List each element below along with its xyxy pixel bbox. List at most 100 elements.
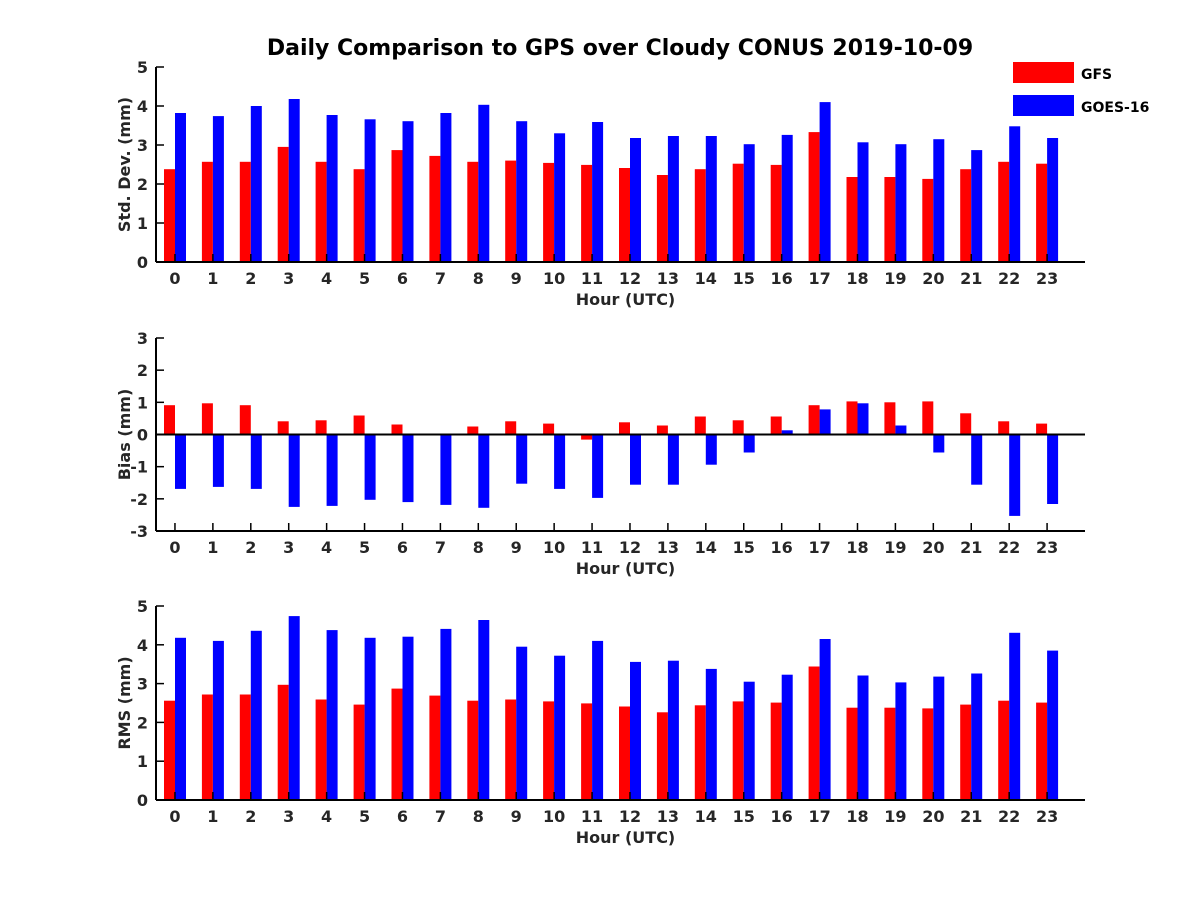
bar-gfs-14 — [694, 169, 706, 262]
bar-gfs-5 — [353, 415, 365, 435]
bar-goes16-2 — [250, 106, 262, 262]
x-tick-label: 10 — [543, 269, 565, 288]
bar-goes16-10 — [554, 434, 566, 489]
x-tick-label: 11 — [581, 269, 603, 288]
legend-label-goes16: GOES-16 — [1081, 100, 1149, 116]
bar-goes16-14 — [705, 434, 717, 465]
bar-gfs-18 — [846, 707, 858, 800]
legend: GFS GOES-16 — [1013, 62, 1149, 116]
bar-goes16-4 — [326, 434, 338, 506]
y-tick-label: 2 — [137, 361, 148, 380]
y-tick-label: 3 — [137, 675, 148, 694]
bar-gfs-9 — [505, 421, 517, 435]
bar-gfs-6 — [391, 150, 403, 262]
bar-gfs-13 — [656, 712, 668, 800]
bar-gfs-0 — [164, 169, 175, 262]
x-tick-label: 14 — [695, 807, 717, 826]
x-tick-label: 6 — [397, 269, 408, 288]
bar-gfs-14 — [694, 416, 706, 435]
bar-gfs-17 — [808, 132, 820, 262]
y-tick-label: 2 — [137, 175, 148, 194]
legend-label-gfs: GFS — [1081, 67, 1112, 83]
bar-gfs-17 — [808, 405, 820, 435]
bar-gfs-15 — [732, 163, 744, 262]
bar-goes16-8 — [478, 104, 490, 262]
bar-goes16-5 — [364, 119, 376, 262]
bar-goes16-19 — [895, 144, 907, 262]
bar-goes16-17 — [819, 102, 831, 262]
bar-goes16-9 — [516, 434, 528, 484]
x-tick-label: 9 — [511, 807, 522, 826]
y-tick-label: 4 — [137, 636, 148, 655]
bar-gfs-1 — [201, 161, 213, 262]
x-tick-label: 23 — [1036, 807, 1058, 826]
bar-gfs-23 — [1036, 702, 1048, 800]
bar-gfs-18 — [846, 401, 858, 435]
bar-goes16-16 — [781, 134, 793, 262]
bar-goes16-10 — [554, 133, 566, 262]
y-tick-label: 0 — [137, 426, 148, 445]
bar-gfs-11 — [581, 434, 593, 440]
x-tick-label: 8 — [473, 269, 484, 288]
bar-goes16-6 — [402, 636, 414, 800]
bar-gfs-12 — [619, 422, 630, 435]
x-tick-label: 11 — [581, 538, 603, 557]
bar-goes16-0 — [175, 637, 186, 800]
bar-gfs-8 — [467, 700, 479, 800]
y-tick-label: -2 — [130, 490, 148, 509]
x-tick-label: 6 — [397, 807, 408, 826]
bar-goes16-21 — [971, 150, 983, 262]
x-tick-label: 17 — [808, 538, 830, 557]
bar-goes16-21 — [971, 673, 983, 800]
bar-goes16-12 — [630, 661, 641, 800]
bar-goes16-13 — [667, 660, 679, 800]
bar-goes16-13 — [667, 434, 679, 485]
bar-goes16-7 — [440, 434, 452, 505]
x-tick-label: 19 — [884, 538, 906, 557]
bar-gfs-16 — [770, 164, 782, 262]
bar-goes16-11 — [592, 640, 604, 800]
y-tick-label: 2 — [137, 713, 148, 732]
bar-goes16-15 — [743, 144, 755, 262]
bar-gfs-10 — [543, 423, 555, 435]
bar-goes16-7 — [440, 628, 452, 800]
x-tick-label: 20 — [922, 269, 944, 288]
bar-gfs-2 — [239, 405, 251, 435]
x-tick-label: 18 — [846, 269, 868, 288]
bar-goes16-2 — [250, 434, 262, 489]
bar-goes16-1 — [212, 434, 224, 487]
x-tick-label: 22 — [998, 538, 1020, 557]
x-tick-label: 19 — [884, 807, 906, 826]
bar-goes16-23 — [1047, 138, 1059, 262]
x-tick-label: 21 — [960, 269, 982, 288]
x-tick-label: 16 — [771, 807, 793, 826]
x-tick-label: 5 — [359, 538, 370, 557]
bar-gfs-12 — [619, 706, 630, 800]
x-tick-label: 0 — [169, 538, 180, 557]
bar-goes16-8 — [478, 434, 490, 508]
bar-goes16-18 — [857, 403, 869, 435]
bar-goes16-11 — [592, 122, 604, 262]
bar-gfs-5 — [353, 169, 365, 262]
bar-gfs-23 — [1036, 163, 1048, 262]
bar-goes16-1 — [212, 640, 224, 800]
bar-gfs-10 — [543, 162, 555, 262]
x-tick-label: 23 — [1036, 538, 1058, 557]
bar-gfs-21 — [960, 704, 972, 800]
bar-gfs-15 — [732, 420, 744, 435]
x-tick-label: 6 — [397, 538, 408, 557]
x-tick-label: 20 — [922, 538, 944, 557]
y-axis-label: Std. Dev. (mm) — [115, 97, 134, 232]
bar-gfs-10 — [543, 701, 555, 800]
bar-gfs-3 — [277, 146, 289, 262]
legend-swatch-gfs — [1013, 62, 1074, 83]
x-tick-label: 5 — [359, 807, 370, 826]
y-tick-label: 0 — [137, 253, 148, 272]
bar-goes16-16 — [781, 674, 793, 800]
bar-gfs-20 — [922, 708, 934, 800]
bar-gfs-8 — [467, 161, 479, 262]
x-tick-label: 8 — [473, 538, 484, 557]
